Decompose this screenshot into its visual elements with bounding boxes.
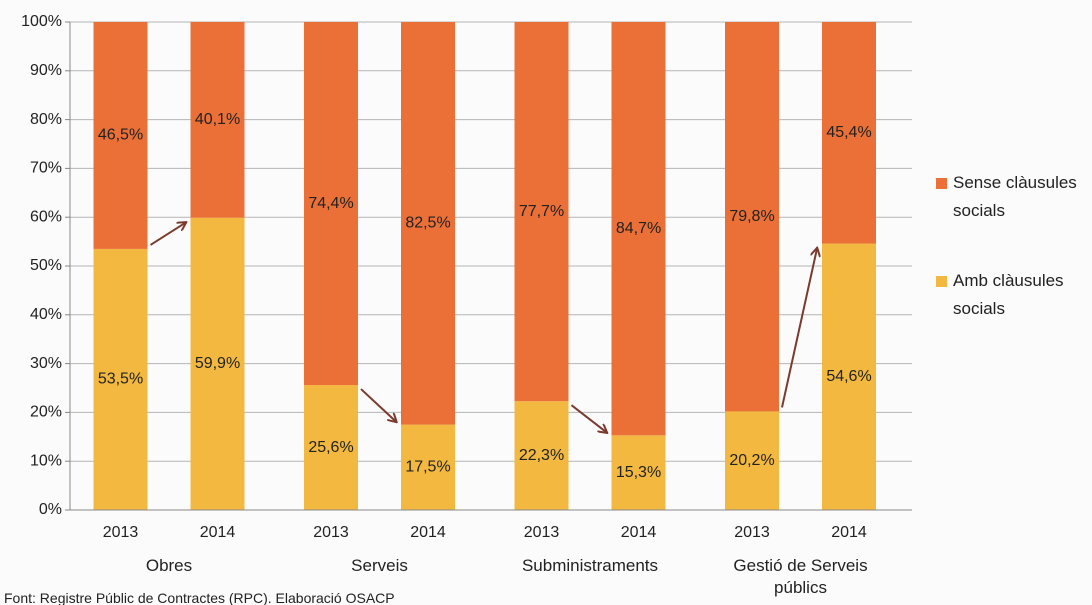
x-tick-label: 2014 <box>621 524 657 541</box>
legend-label: Sense clàusules socials <box>953 173 1077 220</box>
y-tick-label: 20% <box>30 404 62 421</box>
bar-segment <box>304 22 358 386</box>
y-tick-label: 100% <box>21 13 62 30</box>
trend-arrow <box>149 223 186 246</box>
legend-swatch <box>936 178 947 189</box>
y-tick-label: 0% <box>39 501 62 518</box>
bar-segment <box>514 401 569 510</box>
data-label: 84,7% <box>616 220 661 237</box>
bar-segment <box>611 435 666 510</box>
data-label: 79,8% <box>729 208 774 225</box>
bar-segment <box>725 411 779 510</box>
x-tick-label: 2013 <box>734 524 770 541</box>
bar-segment <box>93 22 148 249</box>
bar-segment <box>822 243 876 510</box>
group-label: Obres <box>145 556 193 575</box>
trend-arrow <box>570 404 607 432</box>
bar-segment <box>822 22 876 244</box>
trend-arrow <box>360 388 396 422</box>
x-tick-label: 2013 <box>313 524 349 541</box>
group-label: Subministraments <box>521 556 659 575</box>
legend-swatch <box>936 276 947 287</box>
x-tick-label: 2013 <box>103 524 139 541</box>
bar-segment <box>93 248 148 511</box>
source-note: Font: Registre Públic de Contractes (RPC… <box>4 590 395 605</box>
x-tick-label: 2014 <box>410 524 446 541</box>
group-label: Gestió de Serveis públics <box>733 556 868 597</box>
data-label: 82,5% <box>405 215 450 232</box>
x-tick-label: 2014 <box>831 524 867 541</box>
bar-segment <box>190 22 245 218</box>
y-tick-label: 10% <box>30 452 62 469</box>
bar-segment <box>725 22 779 412</box>
y-tick-label: 40% <box>30 306 62 323</box>
bar-segment <box>514 22 569 402</box>
data-label: 17,5% <box>405 459 450 476</box>
group-label: Serveis <box>351 556 408 575</box>
bar-segment <box>304 385 358 510</box>
bar-segment <box>190 217 245 511</box>
trend-arrow <box>781 249 817 408</box>
bar-segment <box>611 22 666 436</box>
data-label: 46,5% <box>98 127 143 144</box>
data-label: 77,7% <box>519 203 564 220</box>
x-tick-label: 2013 <box>524 524 560 541</box>
data-label: 40,1% <box>195 111 240 128</box>
x-tick-label: 2014 <box>200 524 236 541</box>
data-label: 22,3% <box>519 447 564 464</box>
data-label: 25,6% <box>308 439 353 456</box>
bar-segment <box>401 424 455 510</box>
data-label: 59,9% <box>195 355 240 372</box>
data-label: 15,3% <box>616 464 661 481</box>
bar-segment <box>401 22 455 425</box>
data-label: 53,5% <box>98 371 143 388</box>
data-label: 54,6% <box>826 368 871 385</box>
data-label: 20,2% <box>729 452 774 469</box>
y-tick-label: 70% <box>30 160 62 177</box>
legend-label: Amb clàusules socials <box>953 271 1064 318</box>
y-tick-label: 90% <box>30 62 62 79</box>
y-tick-label: 30% <box>30 355 62 372</box>
data-label: 74,4% <box>308 195 353 212</box>
y-tick-label: 80% <box>30 111 62 128</box>
y-tick-label: 60% <box>30 208 62 225</box>
data-label: 45,4% <box>826 124 871 141</box>
y-tick-label: 50% <box>30 257 62 274</box>
